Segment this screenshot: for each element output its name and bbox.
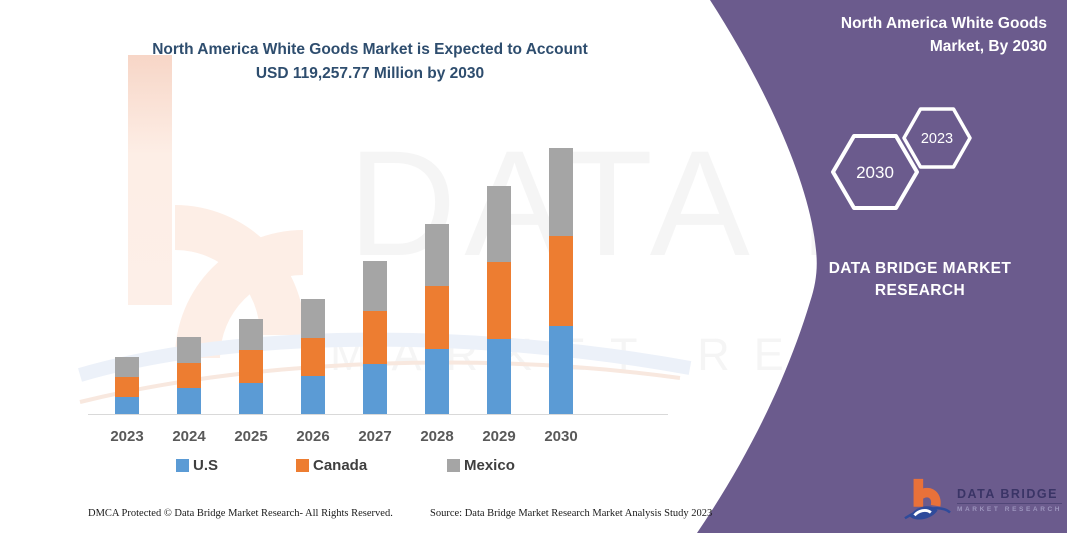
x-label-2027: 2027 <box>358 428 392 445</box>
bar-2030 <box>549 148 573 414</box>
bar-2027 <box>363 261 387 414</box>
x-label-2024: 2024 <box>172 428 206 445</box>
x-axis-labels: 2023 2024 2025 2026 2027 2028 2029 2030 <box>88 428 668 448</box>
legend-item-canada: Canada <box>296 457 367 474</box>
bar-2026 <box>301 299 325 414</box>
databridge-logo-icon <box>904 478 951 520</box>
hexagon-badges: 2030 2023 <box>831 107 972 210</box>
bar-segment-canada-2025 <box>239 350 263 383</box>
legend-label: U.S <box>193 457 219 474</box>
logo-subtitle: MARKET RESEARCH <box>957 506 1063 513</box>
legend-swatch-us <box>176 459 189 472</box>
footer-dmca: DMCA Protected © Data Bridge Market Rese… <box>88 508 393 519</box>
hexagon-label-2030: 2030 <box>856 163 894 182</box>
x-label-2026: 2026 <box>296 428 330 445</box>
legend-label: Canada <box>313 457 368 474</box>
bar-segment-canada-2028 <box>425 285 449 349</box>
panel-brand-text: DATA BRIDGE MARKET RESEARCH <box>770 258 1067 302</box>
legend-item-us: U.S <box>176 457 218 474</box>
hexagon-label-2023: 2023 <box>921 131 953 147</box>
bar-segment-mexico-2027 <box>363 261 387 312</box>
plot-area <box>88 140 668 415</box>
x-label-2028: 2028 <box>420 428 454 445</box>
x-label-2029: 2029 <box>482 428 516 445</box>
bar-2025 <box>239 319 263 414</box>
bar-2029 <box>487 185 511 414</box>
footer-source: Source: Data Bridge Market Research Mark… <box>430 508 713 519</box>
bar-2024 <box>177 337 201 414</box>
bar-2028 <box>425 224 449 414</box>
bar-segment-mexico-2025 <box>239 319 263 351</box>
bar-segment-us-2024 <box>177 388 201 414</box>
chart-title-line1: North America White Goods Market is Expe… <box>152 41 588 58</box>
panel-title: North America White Goods Market, By 203… <box>717 12 1047 58</box>
bar-segment-canada-2026 <box>301 337 325 376</box>
bar-segment-canada-2024 <box>177 362 201 389</box>
panel-title-line1: North America White Goods <box>840 15 1047 32</box>
bar-segment-canada-2027 <box>363 311 387 364</box>
bar-segment-canada-2029 <box>487 262 511 339</box>
legend-swatch-mexico <box>447 459 460 472</box>
hexagon-badge-2030 <box>831 134 919 210</box>
bar-segment-mexico-2024 <box>177 337 201 363</box>
bar-segment-mexico-2023 <box>115 357 139 377</box>
bar-segment-mexico-2026 <box>301 299 325 338</box>
bar-segment-canada-2023 <box>115 376 139 397</box>
bar-segment-us-2025 <box>239 382 263 414</box>
x-label-2025: 2025 <box>234 428 268 445</box>
logo-name: DATA BRIDGE <box>957 487 1063 504</box>
chart-legend: U.S Canada Mexico <box>0 457 700 477</box>
bar-segment-canada-2030 <box>549 236 573 326</box>
panel-title-line2: Market, By 2030 <box>929 38 1047 55</box>
bar-segment-mexico-2030 <box>549 148 573 237</box>
bar-segment-us-2026 <box>301 375 325 414</box>
bar-segment-us-2027 <box>363 364 387 414</box>
panel-brand-line2: RESEARCH <box>874 282 966 299</box>
bar-2023 <box>115 357 139 414</box>
bar-segment-mexico-2028 <box>425 224 449 286</box>
panel-brand-line1: DATA BRIDGE MARKET <box>828 260 1012 277</box>
bar-segment-us-2028 <box>425 349 449 414</box>
bar-segment-us-2023 <box>115 396 139 414</box>
chart-title: North America White Goods Market is Expe… <box>85 38 655 86</box>
x-label-2030: 2030 <box>544 428 578 445</box>
x-label-2023: 2023 <box>110 428 144 445</box>
bar-segment-mexico-2029 <box>487 185 511 263</box>
legend-swatch-canada <box>296 459 309 472</box>
legend-label: Mexico <box>464 457 515 474</box>
databridge-logo: DATA BRIDGE MARKET RESEARCH <box>903 474 1063 526</box>
legend-item-mexico: Mexico <box>447 457 515 474</box>
bar-segment-us-2029 <box>487 339 511 414</box>
hexagon-badge-2023 <box>902 107 972 169</box>
bar-segment-us-2030 <box>549 325 573 414</box>
chart-title-line2: USD 119,257.77 Million by 2030 <box>255 65 485 82</box>
